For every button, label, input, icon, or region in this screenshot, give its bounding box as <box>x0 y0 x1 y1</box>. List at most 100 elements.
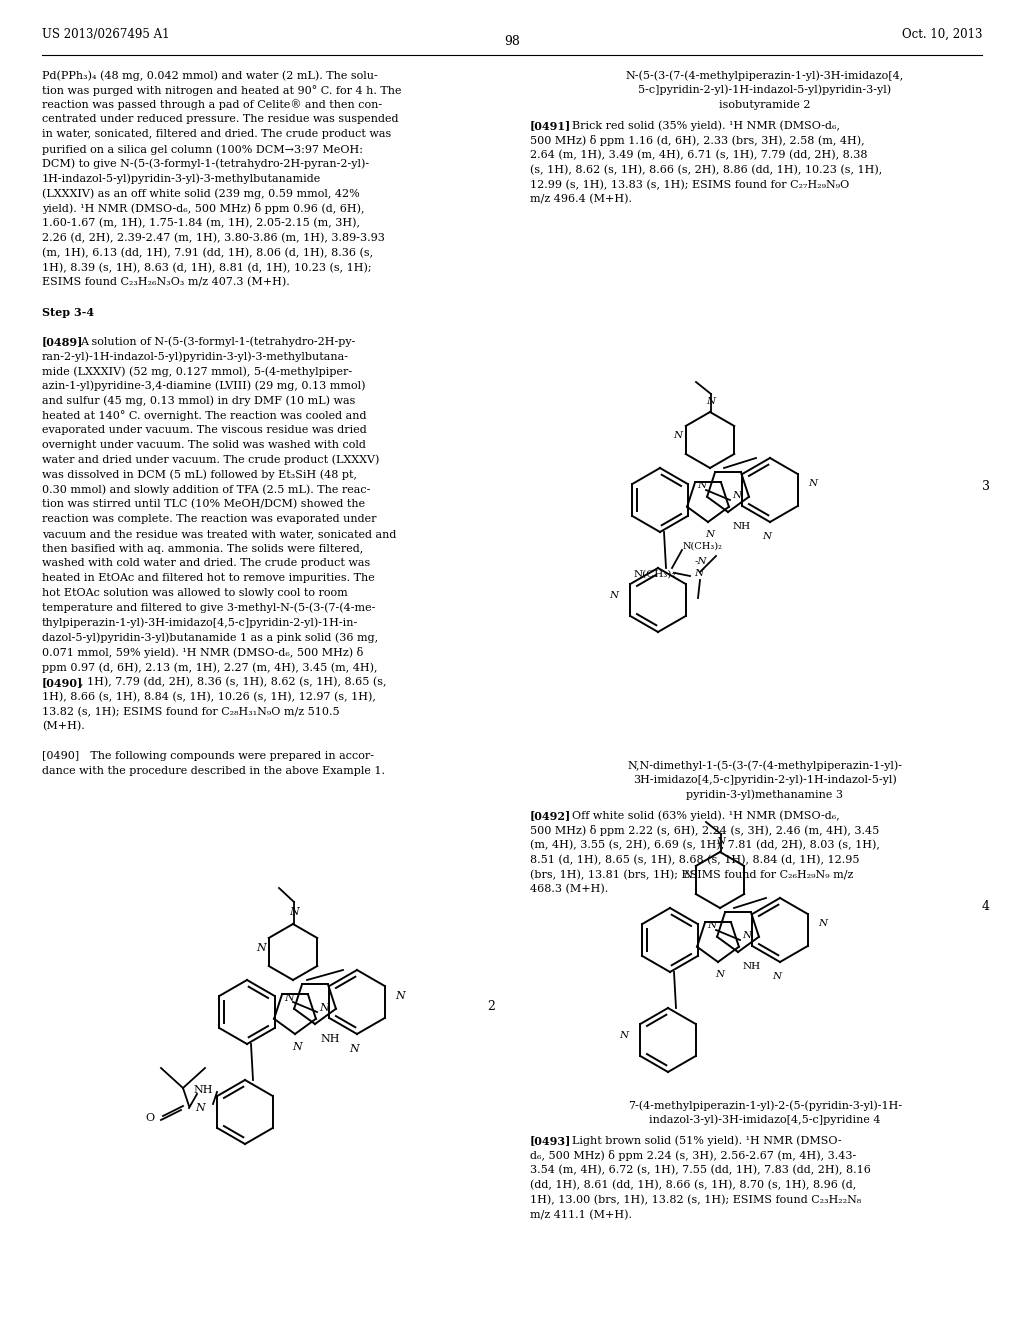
Text: N: N <box>284 993 294 1003</box>
Text: Oct. 10, 2013: Oct. 10, 2013 <box>901 28 982 41</box>
Text: heated at 140° C. overnight. The reaction was cooled and: heated at 140° C. overnight. The reactio… <box>42 411 367 421</box>
Text: O: O <box>145 1113 155 1123</box>
Text: hot EtOAc solution was allowed to slowly cool to room: hot EtOAc solution was allowed to slowly… <box>42 587 348 598</box>
Text: NH: NH <box>743 962 761 972</box>
Text: 3H-imidazo[4,5-c]pyridin-2-yl)-1H-indazol-5-yl): 3H-imidazo[4,5-c]pyridin-2-yl)-1H-indazo… <box>633 775 897 785</box>
Text: US 2013/0267495 A1: US 2013/0267495 A1 <box>42 28 170 41</box>
Text: azin-1-yl)pyridine-3,4-diamine (LVIII) (29 mg, 0.13 mmol): azin-1-yl)pyridine-3,4-diamine (LVIII) (… <box>42 380 366 391</box>
Text: N: N <box>289 907 299 917</box>
Text: yield). ¹H NMR (DMSO-d₆, 500 MHz) δ ppm 0.96 (d, 6H),: yield). ¹H NMR (DMSO-d₆, 500 MHz) δ ppm … <box>42 203 365 214</box>
Text: heated in EtOAc and filtered hot to remove impurities. The: heated in EtOAc and filtered hot to remo… <box>42 573 375 583</box>
Text: water and dried under vacuum. The crude product (LXXXV): water and dried under vacuum. The crude … <box>42 455 379 466</box>
Text: N: N <box>742 932 752 940</box>
Text: N: N <box>349 1044 358 1053</box>
Text: [0489]: [0489] <box>42 337 83 347</box>
Text: N: N <box>609 591 618 601</box>
Text: N-(5-(3-(7-(4-methylpiperazin-1-yl)-3H-imidazo[4,: N-(5-(3-(7-(4-methylpiperazin-1-yl)-3H-i… <box>626 70 904 81</box>
Text: N: N <box>716 970 725 979</box>
Text: -N: -N <box>695 557 708 566</box>
Text: 3: 3 <box>982 480 990 492</box>
Text: purified on a silica gel column (100% DCM→3:97 MeOH:: purified on a silica gel column (100% DC… <box>42 144 362 154</box>
Text: (m, 4H), 3.55 (s, 2H), 6.69 (s, 1H), 7.81 (dd, 2H), 8.03 (s, 1H),: (m, 4H), 3.55 (s, 2H), 6.69 (s, 1H), 7.8… <box>530 840 880 850</box>
Text: [0492]: [0492] <box>530 810 571 821</box>
Text: reaction was complete. The reaction was evaporated under: reaction was complete. The reaction was … <box>42 513 377 524</box>
Text: 12.99 (s, 1H), 13.83 (s, 1H); ESIMS found for C₂₇H₂₉N₉O: 12.99 (s, 1H), 13.83 (s, 1H); ESIMS foun… <box>530 180 849 190</box>
Text: m/z 411.1 (M+H).: m/z 411.1 (M+H). <box>530 1209 632 1220</box>
Text: isobutyramide 2: isobutyramide 2 <box>719 99 811 110</box>
Text: [0490] The following compounds were prepared in accor-: [0490] The following compounds were prep… <box>42 751 374 760</box>
Text: N: N <box>319 1003 329 1012</box>
Text: N: N <box>256 942 266 953</box>
Text: 98: 98 <box>504 36 520 48</box>
Text: 468.3 (M+H).: 468.3 (M+H). <box>530 884 608 895</box>
Text: 1H), 8.39 (s, 1H), 8.63 (d, 1H), 8.81 (d, 1H), 10.23 (s, 1H);: 1H), 8.39 (s, 1H), 8.63 (d, 1H), 8.81 (d… <box>42 263 372 273</box>
Text: 3.54 (m, 4H), 6.72 (s, 1H), 7.55 (dd, 1H), 7.83 (dd, 2H), 8.16: 3.54 (m, 4H), 6.72 (s, 1H), 7.55 (dd, 1H… <box>530 1166 870 1176</box>
Text: 7-(4-methylpiperazin-1-yl)-2-(5-(pyridin-3-yl)-1H-: 7-(4-methylpiperazin-1-yl)-2-(5-(pyridin… <box>628 1100 902 1110</box>
Text: Step 3-4: Step 3-4 <box>42 306 94 318</box>
Text: 1.60-1.67 (m, 1H), 1.75-1.84 (m, 1H), 2.05-2.15 (m, 3H),: 1.60-1.67 (m, 1H), 1.75-1.84 (m, 1H), 2.… <box>42 218 360 228</box>
Text: N: N <box>618 1031 628 1040</box>
Text: 1H-indazol-5-yl)pyridin-3-yl)-3-methylbutanamide: 1H-indazol-5-yl)pyridin-3-yl)-3-methylbu… <box>42 174 322 185</box>
Text: thylpiperazin-1-yl)-3H-imidazo[4,5-c]pyridin-2-yl)-1H-in-: thylpiperazin-1-yl)-3H-imidazo[4,5-c]pyr… <box>42 618 358 628</box>
Text: N: N <box>196 1104 205 1113</box>
Text: 0.30 mmol) and slowly addition of TFA (2.5 mL). The reac-: 0.30 mmol) and slowly addition of TFA (2… <box>42 484 371 495</box>
Text: and sulfur (45 mg, 0.13 mmol) in dry DMF (10 mL) was: and sulfur (45 mg, 0.13 mmol) in dry DMF… <box>42 396 355 407</box>
Text: 13.82 (s, 1H); ESIMS found for C₂₈H₃₁N₉O m/z 510.5: 13.82 (s, 1H); ESIMS found for C₂₈H₃₁N₉O… <box>42 706 340 717</box>
Text: temperature and filtered to give 3-methyl-N-(5-(3-(7-(4-me-: temperature and filtered to give 3-methy… <box>42 603 376 614</box>
Text: DCM) to give N-(5-(3-formyl-1-(tetrahydro-2H-pyran-2-yl)-: DCM) to give N-(5-(3-formyl-1-(tetrahydr… <box>42 158 369 169</box>
Text: ran-2-yl)-1H-indazol-5-yl)pyridin-3-yl)-3-methylbutana-: ran-2-yl)-1H-indazol-5-yl)pyridin-3-yl)-… <box>42 351 349 362</box>
Text: then basified with aq. ammonia. The solids were filtered,: then basified with aq. ammonia. The soli… <box>42 544 364 553</box>
Text: indazol-3-yl)-3H-imidazo[4,5-c]pyridine 4: indazol-3-yl)-3H-imidazo[4,5-c]pyridine … <box>649 1115 881 1126</box>
Text: Off white solid (63% yield). ¹H NMR (DMSO-d₆,: Off white solid (63% yield). ¹H NMR (DMS… <box>572 810 840 821</box>
Text: N: N <box>717 837 726 846</box>
Text: NH: NH <box>194 1085 213 1096</box>
Text: N: N <box>706 531 715 539</box>
Text: centrated under reduced pressure. The residue was suspended: centrated under reduced pressure. The re… <box>42 115 398 124</box>
Text: N: N <box>818 920 827 928</box>
Text: 4: 4 <box>982 900 990 913</box>
Text: (brs, 1H), 13.81 (brs, 1H); ESIMS found for C₂₆H₂₉N₉ m/z: (brs, 1H), 13.81 (brs, 1H); ESIMS found … <box>530 870 853 880</box>
Text: overnight under vacuum. The solid was washed with cold: overnight under vacuum. The solid was wa… <box>42 440 366 450</box>
Text: 8.51 (d, 1H), 8.65 (s, 1H), 8.68 (s, 1H), 8.84 (d, 1H), 12.95: 8.51 (d, 1H), 8.65 (s, 1H), 8.68 (s, 1H)… <box>530 855 859 865</box>
Text: N: N <box>395 991 404 1001</box>
Text: [0490]: [0490] <box>42 677 83 688</box>
Text: reaction was passed through a pad of Celite® and then con-: reaction was passed through a pad of Cel… <box>42 99 382 111</box>
Text: 0.071 mmol, 59% yield). ¹H NMR (DMSO-d₆, 500 MHz) δ: 0.071 mmol, 59% yield). ¹H NMR (DMSO-d₆,… <box>42 647 364 659</box>
Text: NH: NH <box>733 521 752 531</box>
Text: (LXXXIV) as an off white solid (239 mg, 0.59 mmol, 42%: (LXXXIV) as an off white solid (239 mg, … <box>42 189 359 199</box>
Text: dance with the procedure described in the above Example 1.: dance with the procedure described in th… <box>42 766 385 776</box>
Text: mide (LXXXIV) (52 mg, 0.127 mmol), 5-(4-methylpiper-: mide (LXXXIV) (52 mg, 0.127 mmol), 5-(4-… <box>42 366 352 376</box>
Text: [0493]: [0493] <box>530 1135 571 1147</box>
Text: tion was stirred until TLC (10% MeOH/DCM) showed the: tion was stirred until TLC (10% MeOH/DCM… <box>42 499 366 510</box>
Text: (m, 1H), 6.13 (dd, 1H), 7.91 (dd, 1H), 8.06 (d, 1H), 8.36 (s,: (m, 1H), 6.13 (dd, 1H), 7.91 (dd, 1H), 8… <box>42 248 373 257</box>
Text: (dd, 1H), 8.61 (dd, 1H), 8.66 (s, 1H), 8.70 (s, 1H), 8.96 (d,: (dd, 1H), 8.61 (dd, 1H), 8.66 (s, 1H), 8… <box>530 1180 856 1191</box>
Text: 1H), 8.66 (s, 1H), 8.84 (s, 1H), 10.26 (s, 1H), 12.97 (s, 1H),: 1H), 8.66 (s, 1H), 8.84 (s, 1H), 10.26 (… <box>42 692 376 702</box>
Text: pyridin-3-yl)methanamine 3: pyridin-3-yl)methanamine 3 <box>686 789 844 800</box>
Text: N,N-dimethyl-1-(5-(3-(7-(4-methylpiperazin-1-yl)-: N,N-dimethyl-1-(5-(3-(7-(4-methylpiperaz… <box>628 760 902 771</box>
Text: N: N <box>674 432 683 441</box>
Text: N: N <box>808 479 817 488</box>
Text: washed with cold water and dried. The crude product was: washed with cold water and dried. The cr… <box>42 558 371 569</box>
Text: N: N <box>707 397 716 407</box>
Text: dazol-5-yl)pyridin-3-yl)butanamide 1 as a pink solid (36 mg,: dazol-5-yl)pyridin-3-yl)butanamide 1 as … <box>42 632 378 643</box>
Text: [0491]: [0491] <box>530 120 571 132</box>
Text: was dissolved in DCM (5 mL) followed by Et₃SiH (48 pt,: was dissolved in DCM (5 mL) followed by … <box>42 470 357 480</box>
Text: m/z 496.4 (M+H).: m/z 496.4 (M+H). <box>530 194 632 205</box>
Text: 2.64 (m, 1H), 3.49 (m, 4H), 6.71 (s, 1H), 7.79 (dd, 2H), 8.38: 2.64 (m, 1H), 3.49 (m, 4H), 6.71 (s, 1H)… <box>530 150 867 160</box>
Text: vacuum and the residue was treated with water, sonicated and: vacuum and the residue was treated with … <box>42 529 396 539</box>
Text: N: N <box>772 972 781 981</box>
Text: N: N <box>694 569 703 578</box>
Text: (s, 1H), 8.62 (s, 1H), 8.66 (s, 2H), 8.86 (dd, 1H), 10.23 (s, 1H),: (s, 1H), 8.62 (s, 1H), 8.66 (s, 2H), 8.8… <box>530 165 883 176</box>
Text: d₆, 500 MHz) δ ppm 2.24 (s, 3H), 2.56-2.67 (m, 4H), 3.43-: d₆, 500 MHz) δ ppm 2.24 (s, 3H), 2.56-2.… <box>530 1151 856 1162</box>
Text: 5-c]pyridin-2-yl)-1H-indazol-5-yl)pyridin-3-yl): 5-c]pyridin-2-yl)-1H-indazol-5-yl)pyridi… <box>638 84 892 95</box>
Text: evaporated under vacuum. The viscous residue was dried: evaporated under vacuum. The viscous res… <box>42 425 367 436</box>
Text: N: N <box>683 871 692 880</box>
Text: ESIMS found C₂₃H₂₆N₃O₃ m/z 407.3 (M+H).: ESIMS found C₂₃H₂₆N₃O₃ m/z 407.3 (M+H). <box>42 277 290 288</box>
Text: Brick red solid (35% yield). ¹H NMR (DMSO-d₆,: Brick red solid (35% yield). ¹H NMR (DMS… <box>572 120 840 131</box>
Text: , 1H), 7.79 (dd, 2H), 8.36 (s, 1H), 8.62 (s, 1H), 8.65 (s,: , 1H), 7.79 (dd, 2H), 8.36 (s, 1H), 8.62… <box>80 677 386 688</box>
Text: A solution of N-(5-(3-formyl-1-(tetrahydro-2H-py-: A solution of N-(5-(3-formyl-1-(tetrahyd… <box>80 337 355 347</box>
Text: N: N <box>697 482 707 491</box>
Text: 1H), 13.00 (brs, 1H), 13.82 (s, 1H); ESIMS found C₂₃H₂₂N₈: 1H), 13.00 (brs, 1H), 13.82 (s, 1H); ESI… <box>530 1195 861 1205</box>
Text: (M+H).: (M+H). <box>42 721 85 731</box>
Text: Pd(PPh₃)₄ (48 mg, 0.042 mmol) and water (2 mL). The solu-: Pd(PPh₃)₄ (48 mg, 0.042 mmol) and water … <box>42 70 378 81</box>
